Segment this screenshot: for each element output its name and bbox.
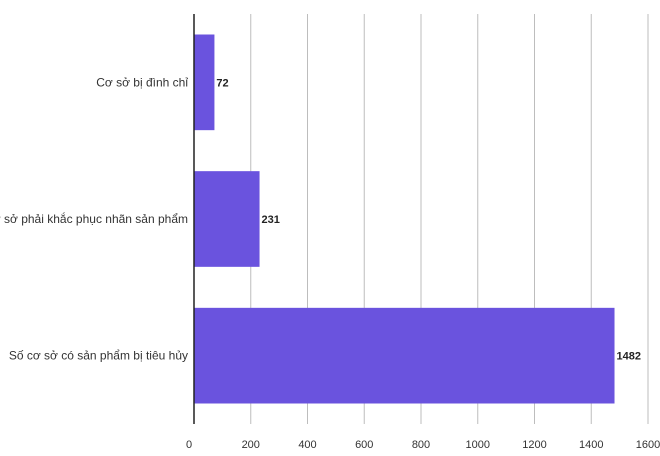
category-label: Cơ sở bị đình chỉ — [96, 75, 188, 89]
x-tick-label: 600 — [355, 439, 373, 451]
data-label: 231 — [262, 214, 280, 226]
bar — [194, 34, 215, 131]
bar — [194, 171, 260, 267]
bars — [194, 34, 615, 404]
bar — [194, 307, 615, 404]
x-tick-label: 200 — [242, 439, 260, 451]
x-tick-label: 800 — [412, 439, 430, 451]
data-label: 1482 — [617, 351, 641, 363]
category-label: Cơ sở phải khắc phục nhãn sản phẩm — [0, 211, 188, 226]
x-tick-label: 1400 — [579, 439, 603, 451]
x-tick-label: 1000 — [466, 439, 490, 451]
data-label: 72 — [216, 77, 228, 89]
category-label: Số cơ sở có sản phẩm bị tiêu hủy — [9, 349, 188, 363]
labels: 0 200 400 600 800 1000 1200 1400 1600 Cơ sở bị đì… — [0, 75, 660, 451]
x-tick-label: 1600 — [636, 439, 660, 451]
x-tick-label: 0 — [186, 439, 192, 451]
gridlines — [250, 14, 649, 424]
x-tick-label: 400 — [298, 439, 316, 451]
x-tick-label: 1200 — [522, 439, 546, 451]
